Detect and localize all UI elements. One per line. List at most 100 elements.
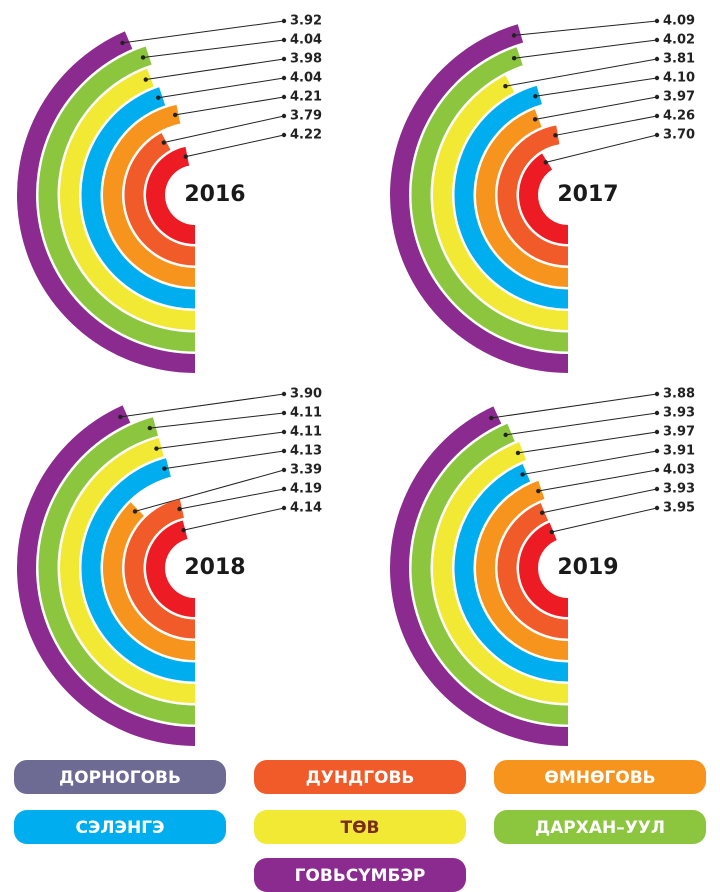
leader-dot — [654, 429, 660, 435]
ring-bar — [59, 437, 195, 703]
leader-line — [551, 507, 658, 533]
leader-line — [185, 134, 285, 158]
ring-bar — [16, 31, 196, 373]
leader-dot — [654, 448, 660, 454]
leader-dot — [654, 410, 660, 416]
leader-dot — [281, 94, 287, 100]
value-label: 3.70 — [663, 128, 695, 143]
leader-line — [163, 115, 285, 144]
legend-label: ДУНДГОВЬ — [306, 768, 415, 788]
ring-bar — [476, 109, 568, 287]
leader-dot — [549, 529, 554, 535]
leader-dot — [654, 94, 660, 100]
value-label: 3.93 — [663, 482, 695, 497]
value-label: 3.95 — [663, 501, 695, 516]
value-label: 4.11 — [290, 425, 322, 440]
leader-dot — [281, 18, 287, 24]
legend-label: ДОРНОГОВЬ — [59, 768, 181, 788]
value-label: 3.97 — [663, 425, 695, 440]
leader-line — [142, 39, 285, 58]
leader-line — [505, 58, 658, 87]
value-label: 4.03 — [663, 463, 695, 478]
value-label: 3.98 — [290, 52, 322, 67]
value-label: 4.26 — [663, 109, 695, 124]
year-label: 2017 — [557, 182, 618, 207]
leader-dot — [654, 132, 660, 138]
leader-line — [522, 450, 658, 475]
ring-bar — [433, 75, 568, 330]
ring-bar — [389, 406, 568, 746]
leader-line — [183, 507, 285, 531]
ring-bar — [411, 47, 568, 352]
leader-dot — [511, 33, 517, 38]
ring-bar — [16, 405, 195, 746]
leader-dot — [520, 472, 525, 477]
legend-swatch — [494, 810, 706, 844]
ring-bar — [102, 104, 195, 287]
value-label: 4.11 — [290, 406, 322, 421]
leader-dot — [132, 509, 138, 514]
ring-bar — [389, 24, 568, 373]
value-label: 3.92 — [290, 14, 322, 29]
legend-swatch — [14, 760, 226, 794]
legend-label: ӨМНӨГОВЬ — [544, 768, 655, 788]
leader-dot — [281, 448, 287, 454]
leader-dot — [489, 415, 494, 421]
ring-bar — [518, 522, 568, 617]
leader-dot — [281, 113, 287, 119]
value-label: 3.93 — [663, 406, 695, 421]
ring-bar — [59, 68, 195, 331]
ring-bar — [103, 502, 195, 660]
value-label: 4.02 — [663, 33, 695, 48]
leader-dot — [177, 506, 182, 512]
legend-label: СЭЛЭНГЭ — [75, 818, 164, 838]
leader-dot — [281, 505, 287, 511]
leader-dot — [536, 488, 541, 494]
value-label: 3.91 — [663, 444, 695, 459]
leader-dot — [654, 37, 660, 43]
ring-bar — [497, 125, 568, 266]
value-label: 3.88 — [663, 387, 695, 402]
value-label: 3.90 — [290, 387, 322, 402]
value-label: 3.79 — [290, 109, 322, 124]
value-label: 4.10 — [663, 71, 695, 86]
leader-line — [149, 412, 285, 429]
legend-label: ГОВЬСҮМБЭР — [295, 866, 426, 886]
ring-bar — [497, 503, 568, 639]
leader-line — [513, 20, 658, 36]
leader-line — [134, 469, 285, 512]
ring-bar — [454, 85, 568, 309]
leader-line — [538, 469, 658, 492]
ring-bar — [146, 520, 195, 617]
leader-dot — [143, 77, 148, 82]
leader-line — [491, 393, 658, 419]
ring-bar — [38, 417, 196, 725]
leader-dot — [654, 18, 660, 24]
leader-dot — [118, 414, 123, 420]
leader-dot — [654, 113, 660, 119]
year-label: 2019 — [557, 555, 618, 580]
leader-line — [145, 58, 285, 81]
ring-bar — [81, 458, 195, 682]
leader-line — [156, 431, 285, 450]
leader-line — [164, 450, 285, 470]
year-label: 2016 — [184, 182, 245, 207]
leader-dot — [532, 117, 538, 122]
value-label: 3.39 — [290, 463, 322, 478]
legend-swatch — [14, 810, 226, 844]
leader-dot — [161, 140, 167, 145]
leader-line — [120, 393, 285, 418]
value-label: 4.04 — [290, 33, 322, 48]
leader-dot — [281, 429, 287, 435]
leader-line — [514, 39, 658, 59]
leader-dot — [503, 432, 508, 438]
value-label: 4.14 — [290, 501, 322, 516]
ring-bar — [146, 146, 195, 244]
ring-bar — [518, 153, 568, 245]
ring-bar — [38, 46, 195, 352]
leader-dot — [281, 391, 287, 397]
value-label: 4.19 — [290, 482, 322, 497]
value-label: 4.21 — [290, 90, 322, 105]
ring-bar — [476, 480, 568, 660]
